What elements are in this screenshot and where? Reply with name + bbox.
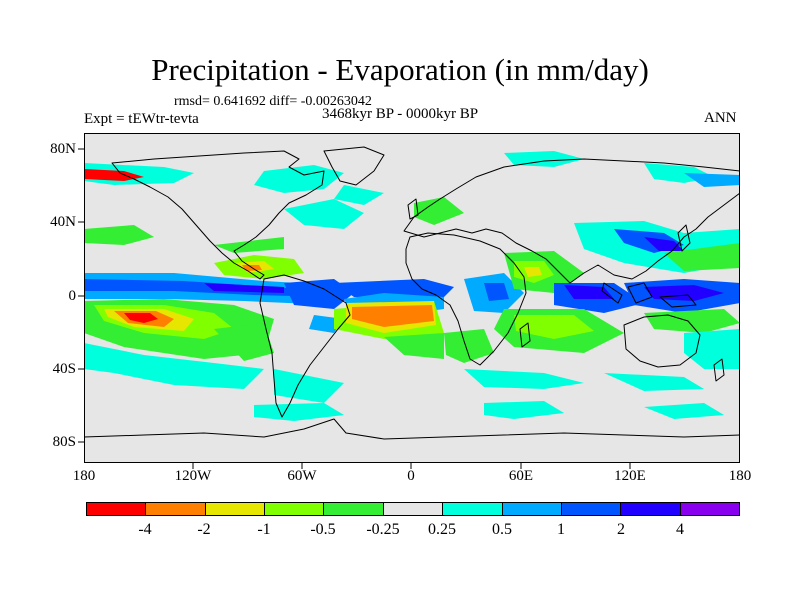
field-patch [84, 225, 154, 245]
colorbar-swatch [87, 503, 147, 515]
coastline-south-america [259, 274, 351, 418]
lon-label-120e: 120E [614, 468, 646, 484]
lat-label-0: 0 [68, 288, 77, 304]
colorbar-swatch [561, 503, 622, 515]
colorbar-swatch [502, 503, 562, 515]
field-patch [604, 373, 704, 391]
lon-label-0: 0 [407, 468, 415, 484]
field-patch [524, 267, 542, 277]
lon-label-180w: 180 [72, 468, 96, 484]
stats-label: rmsd= 0.641692 diff= -0.00263042 [174, 94, 372, 109]
field-patch [484, 401, 564, 419]
field-patch [84, 169, 144, 181]
field-patch [124, 313, 158, 323]
lon-label-60w: 60W [287, 468, 317, 484]
coastlines [84, 146, 740, 440]
lat-label-80n: 80N [50, 141, 76, 157]
field-patch [684, 329, 740, 369]
lon-label-60e: 60E [508, 468, 534, 484]
field-patch [352, 305, 434, 327]
colorbar-label: -0.25 [366, 521, 400, 538]
coastline-madagascar [519, 322, 531, 348]
map-title: Precipitation - Evaporation (in mm/day) [151, 52, 649, 87]
coastline-north-america [111, 150, 325, 280]
field-shading [84, 151, 740, 421]
lat-label-40n: 40N [50, 214, 76, 230]
field-patch [484, 283, 509, 301]
field-patch [514, 315, 594, 339]
field-patch [414, 197, 464, 225]
colorbar-label: -1 [257, 521, 271, 538]
colorbar-label: 4 [676, 521, 684, 538]
season-label: ANN [704, 110, 737, 126]
lon-label-180e: 180 [728, 468, 752, 484]
colorbar-label: -2 [197, 521, 211, 538]
coastline-new-zealand [713, 358, 725, 382]
colorbar-swatch [146, 503, 206, 515]
colorbar-swatch [443, 503, 503, 515]
field-patch [84, 343, 264, 389]
field-patch [334, 185, 384, 205]
coastline-greenland [323, 146, 385, 186]
axis-ticks [78, 148, 631, 469]
field-patch [444, 329, 494, 363]
field-patch [204, 283, 284, 293]
field-patch [214, 237, 284, 253]
coastline-new-guinea [659, 294, 697, 308]
period-label: 3468kyr BP - 0000kyr BP [322, 106, 479, 122]
colorbar-label: 1 [557, 521, 565, 538]
coastline-sumatra [601, 282, 623, 304]
coastline-uk [407, 198, 419, 220]
coastline-borneo [627, 282, 653, 304]
map-frame [84, 133, 740, 463]
lat-label-80s: 80S [52, 434, 76, 450]
field-patch [254, 403, 344, 421]
field-patch [274, 369, 344, 403]
field-patch [644, 237, 684, 251]
field-patch [334, 279, 454, 297]
lat-label-40s: 40S [52, 361, 76, 377]
colorbar-label: 0.25 [428, 521, 456, 538]
colorbar-label: 0.5 [492, 521, 512, 538]
colorbar-swatch [383, 503, 444, 515]
coastline-japan [677, 224, 691, 252]
field-patch [564, 285, 614, 299]
field-patch [664, 243, 740, 271]
coastline-africa [405, 232, 527, 366]
colorbar-label: -0.5 [310, 521, 336, 538]
colorbar-swatch [324, 503, 384, 515]
colorbar-swatch [621, 503, 681, 515]
colorbar-swatch [205, 503, 266, 515]
field-patch [504, 151, 584, 167]
field-patch [284, 279, 354, 309]
world-map [84, 133, 740, 463]
colorbar-swatch [680, 503, 739, 515]
field-patch [644, 403, 724, 419]
coastline-australia [623, 314, 701, 368]
lon-label-120w: 120W [174, 468, 212, 484]
experiment-label: Expt = tEWtr-tevta [84, 111, 199, 127]
colorbar-swatch [265, 503, 325, 515]
field-patch [684, 173, 740, 187]
colorbar-label: 2 [617, 521, 625, 538]
field-patch [384, 333, 444, 359]
colorbar-label: -4 [138, 521, 152, 538]
field-patch [284, 199, 364, 229]
field-patch [214, 323, 274, 361]
coastline-antarctica [84, 418, 740, 440]
coastline-eurasia [403, 158, 740, 284]
colorbar [86, 502, 740, 516]
field-patch [464, 369, 584, 389]
